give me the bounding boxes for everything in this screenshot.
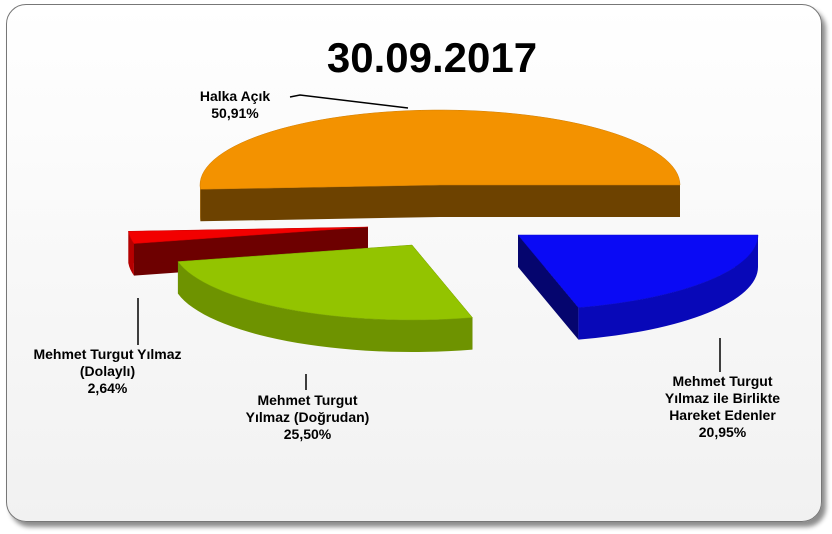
value-label: 20,95% xyxy=(698,424,747,440)
category-label: Halka Açık xyxy=(199,88,271,104)
value-label: 50,91% xyxy=(211,105,259,121)
slice xyxy=(177,244,473,321)
slice xyxy=(199,109,681,190)
chart-title: 30.09.2017 xyxy=(326,34,538,81)
value-label: 2,64% xyxy=(87,380,128,396)
data-label: Mehmet Turgut Yılmaz ile Birlikte Hareke… xyxy=(660,373,785,441)
category-label: Mehmet Turgut Yılmaz (Doğrudan) xyxy=(245,392,370,425)
data-label: Halka Açık 50,91% xyxy=(180,88,290,122)
slice-side xyxy=(177,261,473,352)
value-label: 25,50% xyxy=(283,426,332,442)
slice-side xyxy=(128,231,134,276)
data-label: Mehmet Turgut Yılmaz (Dolaylı) 2,64% xyxy=(25,346,190,397)
leader-line xyxy=(289,94,409,109)
data-label: Mehmet Turgut Yılmaz (Doğrudan) 25,50% xyxy=(240,392,375,443)
slice-wall xyxy=(518,235,579,340)
slice xyxy=(128,226,369,244)
category-label: Mehmet Turgut Yılmaz ile Birlikte Hareke… xyxy=(664,373,781,423)
slice xyxy=(517,234,759,308)
slice-wall xyxy=(200,185,440,222)
slice-wall xyxy=(440,185,680,217)
slice-side xyxy=(578,235,758,340)
category-label: Mehmet Turgut Yılmaz (Dolaylı) xyxy=(33,346,182,379)
